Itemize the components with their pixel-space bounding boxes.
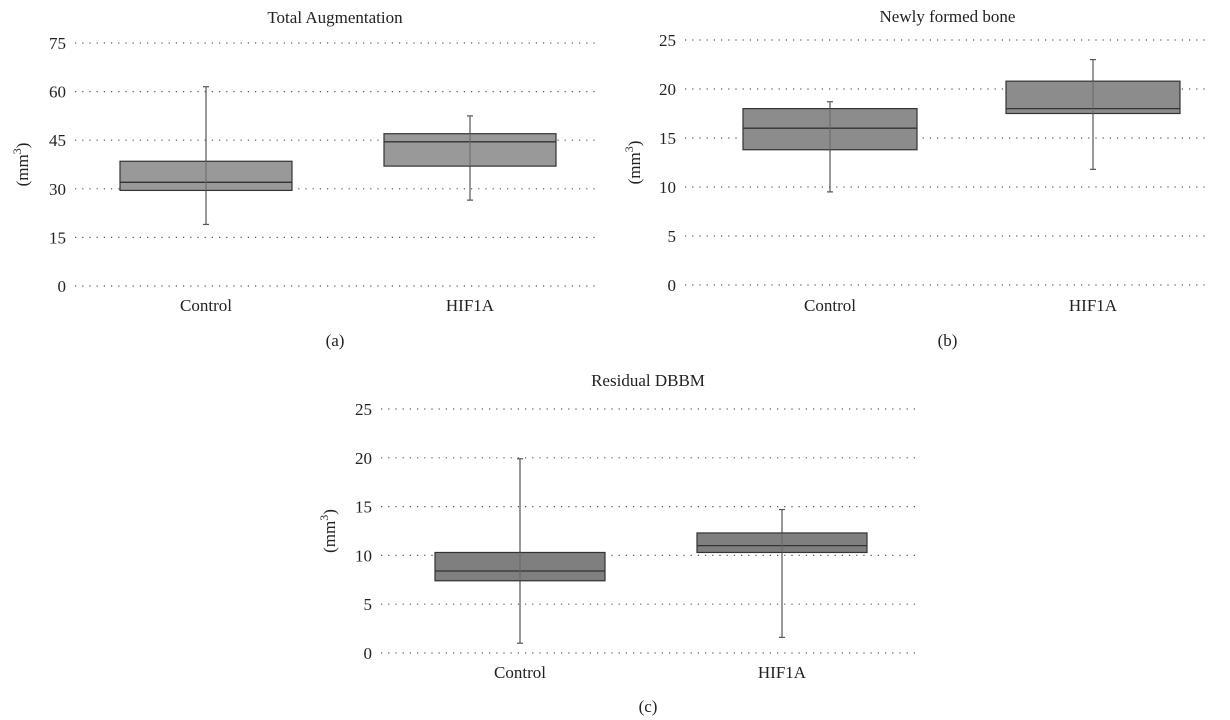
- panel-label: (c): [639, 697, 658, 716]
- y-axis-label: (mm3): [317, 509, 339, 553]
- x-tick-label: Control: [180, 296, 232, 315]
- chart-title: Residual DBBM: [591, 371, 705, 390]
- box-control: [435, 459, 605, 643]
- chart-total-augmentation: Total Augmentation 0 15 30 45 60 75 (mm3) Contro…: [0, 0, 615, 362]
- y-tick-label: 0: [364, 644, 373, 663]
- box-control: [120, 87, 292, 225]
- x-tick-label: HIF1A: [758, 663, 807, 682]
- y-tick-label: 10: [355, 546, 372, 565]
- y-tick-label: 20: [659, 80, 676, 99]
- y-axis-label: (mm3): [622, 141, 644, 185]
- box-hif1a: [1006, 60, 1180, 170]
- y-axis-label: (mm3): [10, 143, 32, 187]
- y-tick-label: 5: [364, 595, 373, 614]
- panel-label: (a): [326, 331, 345, 350]
- y-tick-label: 0: [668, 276, 677, 295]
- x-tick-label: HIF1A: [446, 296, 495, 315]
- y-tick-label: 25: [355, 400, 372, 419]
- y-tick-label: 0: [58, 277, 67, 296]
- chart-title: Total Augmentation: [267, 8, 403, 27]
- y-tick-label: 25: [659, 31, 676, 50]
- y-tick-label: 15: [49, 228, 66, 247]
- y-tick-label: 15: [355, 498, 372, 517]
- panel-label: (b): [938, 331, 958, 350]
- y-tick-label: 30: [49, 180, 66, 199]
- y-tick-label: 5: [668, 227, 677, 246]
- y-tick-label: 15: [659, 129, 676, 148]
- box-hif1a: [384, 116, 556, 200]
- y-tick-label: 60: [49, 83, 66, 102]
- y-tick-label: 75: [49, 34, 66, 53]
- chart-residual-dbbm: Residual DBBM 0 5 10 15 20 25 (mm3) Control HIF1A…: [308, 362, 923, 720]
- box-hif1a: [697, 510, 867, 638]
- y-tick-label: 20: [355, 449, 372, 468]
- x-tick-label: HIF1A: [1069, 296, 1118, 315]
- chart-title: Newly formed bone: [880, 7, 1016, 26]
- y-tick-label: 10: [659, 178, 676, 197]
- x-tick-label: Control: [494, 663, 546, 682]
- box-control: [743, 102, 917, 192]
- y-tick-label: 45: [49, 131, 66, 150]
- chart-newly-formed-bone: Newly formed bone 0 5 10 15 20 25 (mm3) Control H…: [615, 0, 1230, 362]
- x-tick-label: Control: [804, 296, 856, 315]
